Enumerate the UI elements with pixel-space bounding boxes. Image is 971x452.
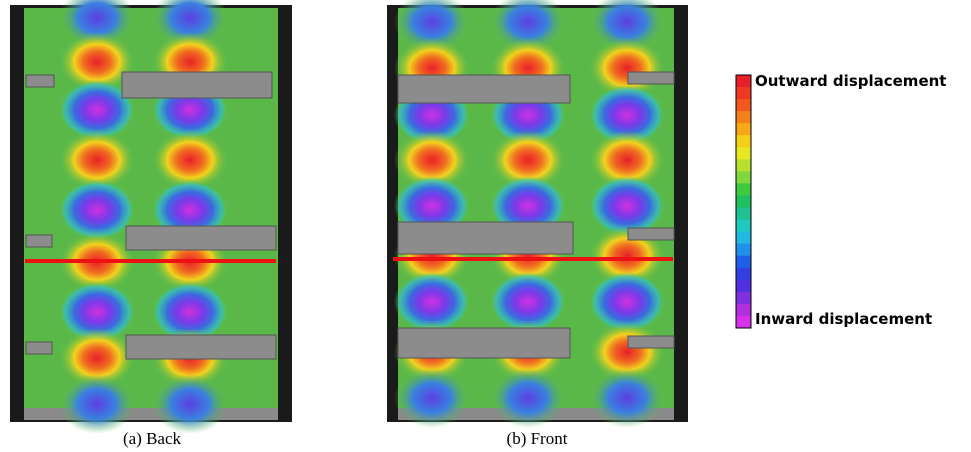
- displacement-spot: [394, 176, 470, 236]
- displacement-spot: [589, 368, 665, 428]
- displacement-spot: [59, 130, 135, 190]
- colorbar-band: [736, 75, 751, 88]
- displacement-spot: [152, 0, 228, 48]
- displacement-spot: [394, 272, 470, 332]
- strain-gauge: [627, 227, 675, 241]
- colorbar-band: [736, 195, 751, 209]
- displacement-spot: [589, 176, 665, 236]
- colorbar-band: [736, 303, 751, 317]
- displacement-spot: [589, 272, 665, 332]
- colorbar-frame: [735, 74, 752, 329]
- caption: (a) Back: [123, 429, 182, 448]
- strain-gauge: [397, 327, 571, 359]
- colorbar-band: [736, 231, 751, 245]
- displacement-spot: [59, 374, 135, 434]
- colorbar-band: [736, 87, 751, 100]
- displacement-spot: [59, 80, 135, 140]
- displacement-spot: [490, 272, 566, 332]
- colorbar-bottom-label: Inward displacement: [755, 310, 932, 328]
- strain-gauge: [25, 341, 53, 355]
- colorbar: [735, 74, 752, 329]
- strain-gauge: [125, 225, 277, 251]
- colorbar-band: [736, 135, 751, 148]
- displacement-spot: [59, 282, 135, 342]
- displacement-spot: [152, 180, 228, 240]
- colorbar-band: [736, 255, 751, 269]
- colorbar-band: [736, 123, 751, 136]
- colorbar-band: [736, 315, 751, 329]
- colorbar-band: [736, 111, 751, 124]
- colorbar-band: [736, 99, 751, 112]
- displacement-spot: [394, 368, 470, 428]
- colorbar-band: [736, 147, 751, 160]
- displacement-spot: [59, 328, 135, 388]
- strain-gauge: [627, 335, 675, 349]
- colorbar-top-label: Outward displacement: [755, 72, 946, 90]
- colorbar-band: [736, 279, 751, 293]
- colorbar-band: [736, 183, 751, 196]
- displacement-spot: [394, 0, 470, 52]
- strain-gauge: [125, 334, 277, 360]
- panel-back: [10, 0, 292, 434]
- strain-gauge: [25, 234, 53, 248]
- panel-front: [387, 0, 688, 428]
- colorbar-band: [736, 219, 751, 233]
- colorbar-band: [736, 267, 751, 281]
- strain-gauge: [121, 71, 273, 99]
- displacement-spot: [59, 0, 135, 48]
- displacement-spot: [490, 130, 566, 190]
- strain-gauge: [397, 221, 574, 255]
- displacement-spot: [152, 282, 228, 342]
- strain-gauge: [397, 74, 571, 104]
- displacement-spot: [589, 85, 665, 145]
- strain-gauge: [25, 74, 55, 88]
- colorbar-band: [736, 207, 751, 221]
- displacement-spot: [59, 32, 135, 92]
- colorbar-band: [736, 171, 751, 184]
- displacement-spot: [490, 368, 566, 428]
- displacement-spot: [589, 226, 665, 286]
- displacement-spot: [152, 130, 228, 190]
- displacement-spot: [152, 374, 228, 434]
- displacement-spot: [589, 130, 665, 190]
- colorbar-band: [736, 291, 751, 305]
- colorbar-band: [736, 159, 751, 172]
- displacement-spot: [490, 176, 566, 236]
- displacement-spot: [59, 180, 135, 240]
- strain-gauge: [627, 71, 675, 85]
- displacement-spot: [589, 0, 665, 52]
- displacement-spot: [394, 130, 470, 190]
- displacement-spot: [490, 0, 566, 52]
- caption: (b) Front: [507, 429, 568, 448]
- colorbar-band: [736, 243, 751, 257]
